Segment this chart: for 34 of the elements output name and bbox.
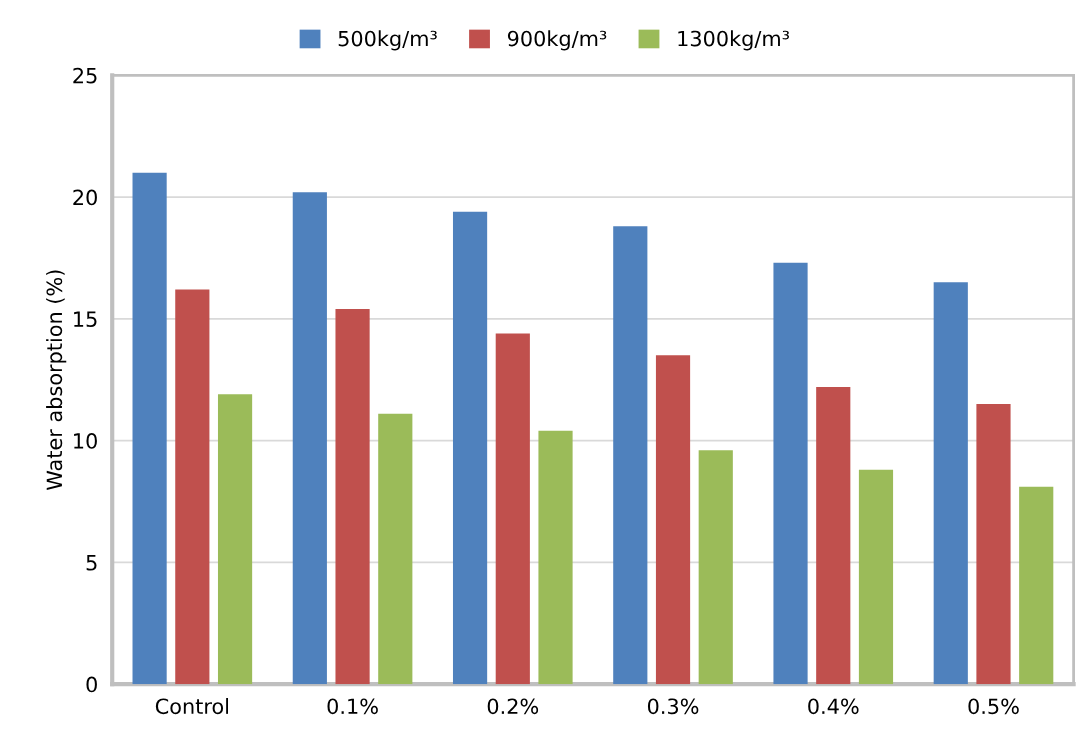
bar [773,262,808,685]
x-tick-label: 0.5% [968,698,1019,715]
bar [217,394,253,685]
bar [976,404,1011,685]
legend-label: 1300kg/m³ [678,30,789,51]
y-tick-label: 15 [74,311,97,328]
bar [816,387,851,685]
bar [933,282,968,685]
bar [452,211,488,685]
bar [132,172,167,685]
bar [655,355,691,685]
bar [495,333,530,685]
bar [1019,486,1054,685]
bar [613,226,648,685]
x-tick-label: Control [155,698,229,715]
bar [292,192,327,685]
bar [538,430,573,685]
bar [378,413,413,685]
y-axis-title: Water absorption (%) [46,270,67,491]
legend-label: 900kg/m³ [507,30,607,51]
legend-label: 500kg/m³ [338,30,437,51]
y-tick-label: 0 [86,676,97,693]
bar [335,309,370,685]
y-tick-label: 25 [73,67,97,84]
y-tick-label: 5 [86,555,97,571]
x-tick-label: 0.3% [647,698,699,715]
y-tick-label: 20 [73,189,97,206]
x-tick-label: 0.1% [327,698,378,715]
x-tick-label: 0.2% [487,698,539,715]
y-tick-label: 10 [74,433,97,449]
bar [175,289,210,685]
bar [858,469,894,685]
x-tick-label: 0.4% [808,698,859,715]
bar [698,450,733,685]
